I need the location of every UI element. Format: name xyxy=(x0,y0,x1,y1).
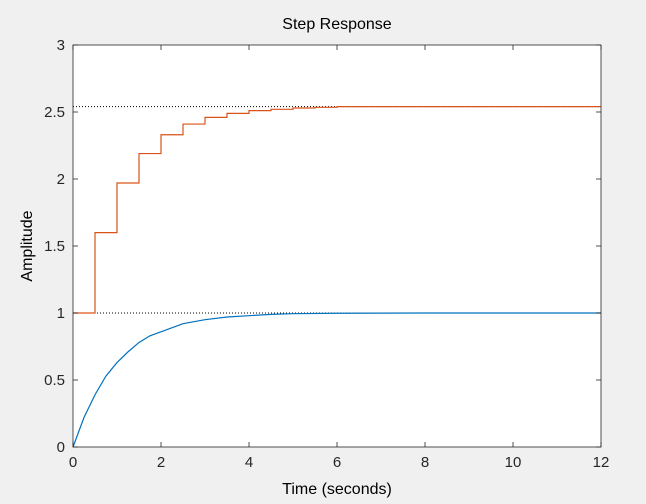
series-line-1 xyxy=(73,106,601,314)
plot-area xyxy=(73,45,601,447)
y-tick-label: 3 xyxy=(57,37,65,54)
x-tick-label: 6 xyxy=(333,454,341,471)
y-tick-label: 1 xyxy=(57,305,65,322)
x-tick-label: 12 xyxy=(593,454,610,471)
x-tick-label: 8 xyxy=(421,454,429,471)
y-tick-label: 1.5 xyxy=(44,238,65,255)
x-axis-label: Time (seconds) xyxy=(282,481,392,498)
series-line-0 xyxy=(72,312,601,448)
x-tick-label: 4 xyxy=(245,454,253,471)
x-tick-label: 2 xyxy=(157,454,165,471)
y-tick-label: 2.5 xyxy=(44,104,65,121)
x-tick-label: 0 xyxy=(69,454,77,471)
x-axis-ticks: 0 2 4 6 8 10 12 xyxy=(69,45,610,471)
y-tick-label: 2 xyxy=(57,171,65,188)
y-axis-ticks: 0 0.5 1 1.5 2 2.5 3 xyxy=(44,37,601,456)
x-tick-label: 10 xyxy=(505,454,522,471)
chart-title: Step Response xyxy=(282,16,392,33)
y-tick-label: 0 xyxy=(57,439,65,456)
y-axis-label: Amplitude xyxy=(19,210,36,281)
series-group xyxy=(72,106,601,448)
y-tick-label: 0.5 xyxy=(44,372,65,389)
